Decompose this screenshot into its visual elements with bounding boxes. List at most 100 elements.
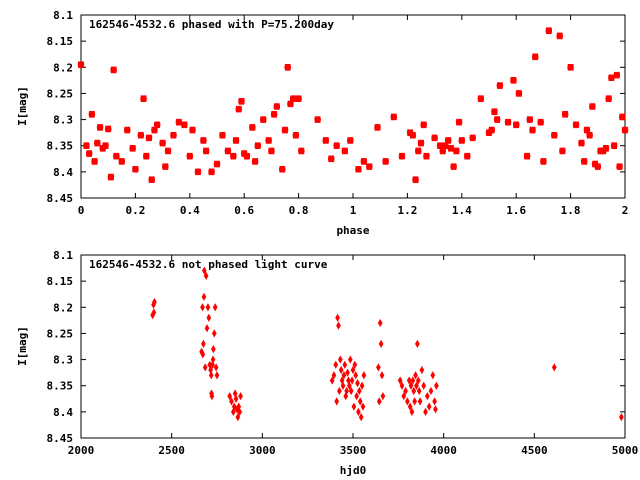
data-point — [610, 142, 618, 150]
y-tick-label: 8.4 — [53, 166, 73, 179]
data-point — [447, 145, 455, 152]
x-tick-label: 1.8 — [561, 204, 581, 217]
data-point — [412, 176, 419, 183]
data-point — [578, 139, 585, 147]
data-point — [382, 158, 389, 165]
data-point — [417, 397, 423, 406]
x-tick-label: 0.8 — [289, 204, 309, 217]
data-point — [415, 376, 421, 385]
data-point — [211, 329, 217, 338]
data-point — [421, 381, 427, 390]
data-point — [249, 124, 256, 131]
data-point — [432, 397, 437, 406]
x-axis-label: hjd0 — [340, 464, 367, 477]
data-point — [608, 74, 615, 82]
data-point — [162, 163, 169, 170]
data-point — [200, 303, 205, 312]
data-point — [526, 116, 534, 123]
data-point — [159, 139, 166, 147]
data-point — [423, 407, 428, 416]
data-point — [265, 137, 272, 144]
data-point — [213, 160, 221, 168]
data-point — [374, 124, 381, 131]
y-tick-label: 8.15 — [47, 35, 74, 48]
data-point — [231, 402, 237, 411]
data-point — [419, 365, 425, 375]
data-point — [361, 371, 367, 380]
data-point — [104, 125, 112, 133]
x-tick-label: 1.2 — [397, 204, 417, 217]
data-point — [416, 386, 422, 396]
data-point — [420, 121, 428, 129]
axis-ticks: 0 0.2 0.4 0.6 0.8 1 1.2 1.4 1.6 1.8 2 8.1 8.15 8.2 8.2… — [47, 9, 629, 217]
data-point — [200, 350, 206, 359]
data-point — [559, 147, 566, 155]
data-point — [235, 105, 243, 113]
data-point — [322, 137, 330, 144]
y-tick-label: 8.1 — [53, 9, 73, 22]
data-point — [414, 381, 419, 390]
data-point — [390, 113, 398, 121]
data-point — [354, 392, 359, 401]
data-point — [406, 376, 412, 385]
data-point — [210, 355, 216, 364]
data-point — [366, 163, 373, 170]
data-point — [377, 318, 383, 328]
y-tick-label: 8.4 — [53, 406, 73, 419]
data-point — [352, 360, 358, 369]
data-point — [512, 121, 520, 129]
data-point — [208, 168, 215, 176]
data-point — [594, 163, 602, 170]
data-point — [85, 150, 93, 157]
data-point — [586, 131, 593, 139]
data-point — [540, 158, 547, 165]
data-point — [545, 27, 553, 34]
data-point — [219, 131, 226, 139]
data-point — [132, 165, 139, 173]
data-point — [270, 111, 278, 118]
x-tick-label: 0 — [78, 204, 85, 217]
data-point — [151, 308, 157, 317]
data-point — [360, 158, 368, 165]
data-point — [238, 97, 245, 105]
data-point — [113, 152, 120, 160]
data-point — [342, 360, 348, 369]
data-point — [430, 371, 436, 380]
chart-title: 162546-4532.6 phased with P=75.200day — [89, 18, 334, 31]
data-point — [407, 402, 413, 411]
data-point — [152, 297, 157, 307]
data-point — [129, 145, 136, 152]
data-point — [211, 345, 216, 354]
data-point — [343, 392, 349, 401]
data-point — [292, 131, 300, 139]
data-point — [230, 407, 236, 416]
data-point — [413, 371, 418, 380]
data-point — [504, 118, 512, 126]
phased-light-curve-panel: 162546-4532.6 phased with P=75.200day ph… — [16, 9, 628, 237]
data-point — [510, 77, 517, 84]
data-point — [142, 152, 150, 160]
y-tick-label: 8.2 — [53, 301, 73, 314]
data-point — [355, 165, 362, 173]
data-point — [201, 292, 207, 301]
data-point — [170, 131, 177, 139]
data-point — [341, 371, 347, 380]
data-point — [206, 313, 212, 322]
data-point — [349, 376, 355, 385]
data-point — [493, 116, 501, 123]
data-point — [379, 371, 385, 380]
data-point — [333, 360, 339, 369]
data-point — [224, 147, 232, 155]
data-point — [298, 147, 305, 155]
data-point — [376, 363, 381, 372]
data-point — [230, 152, 237, 160]
data-point — [208, 371, 214, 380]
data-point — [102, 142, 109, 150]
data-point — [153, 121, 161, 129]
data-point — [314, 116, 321, 123]
y-tick-label: 8.3 — [53, 114, 73, 127]
data-point — [398, 152, 406, 160]
data-point — [425, 392, 430, 401]
data-point — [200, 137, 207, 144]
data-point — [488, 126, 496, 134]
